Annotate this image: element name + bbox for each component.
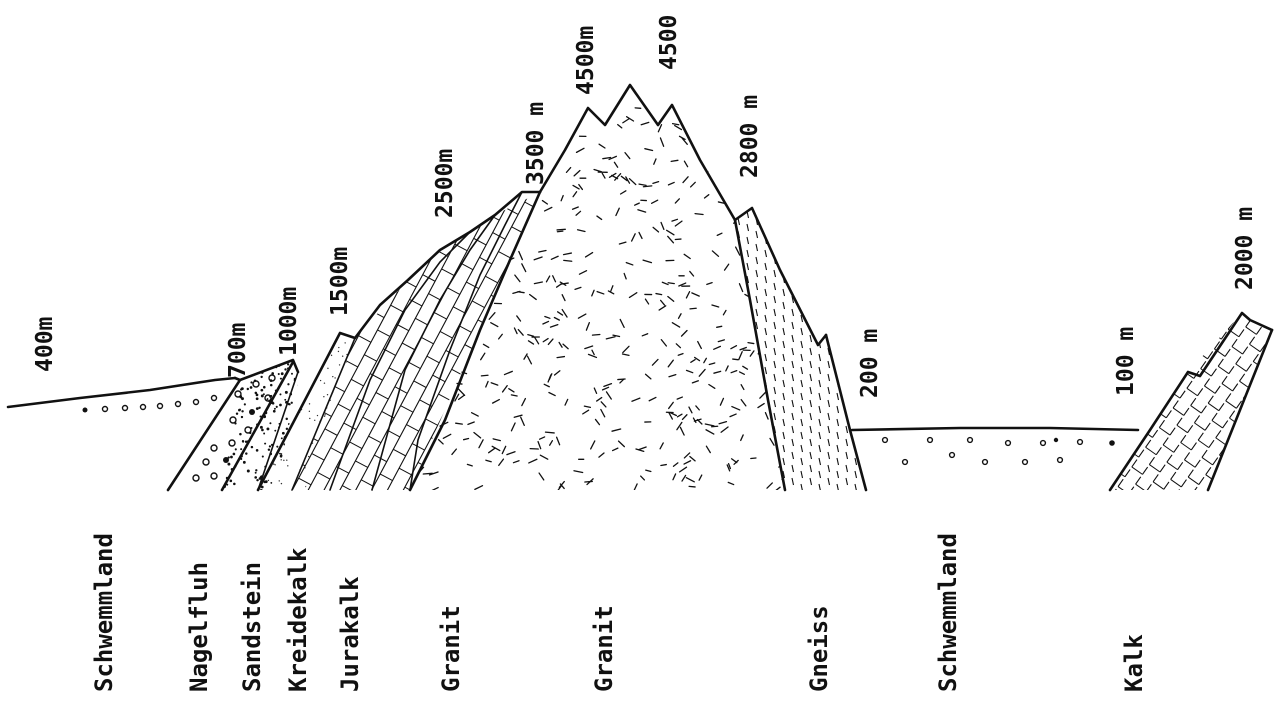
elevation-2500m: 2500m <box>432 149 458 218</box>
nagelfluh-pattern <box>192 374 276 482</box>
nagelfluh-top <box>233 358 300 382</box>
elevation-1500m: 1500m <box>327 247 353 316</box>
profile-outlines <box>6 83 1274 492</box>
gneiss-right-contact <box>824 333 868 492</box>
label-granit-center: Granit <box>590 605 618 692</box>
schwemmland-right-surface <box>850 426 1140 432</box>
elevation-2000m: 2000 m <box>1232 207 1258 290</box>
schwemmland-left-dots <box>82 394 218 413</box>
jurakalk-top <box>353 190 542 340</box>
elevation-100m: 100 m <box>1113 327 1139 396</box>
elevation-700m: 700m <box>225 323 251 378</box>
gneiss-left-contact <box>733 218 787 492</box>
schwemmland-right-dots <box>881 436 1115 466</box>
rock-type-labels: Schwemmland Nagelfluh Sandstein Kreideka… <box>90 533 1148 692</box>
nagelfluh-left-boundary <box>166 378 242 492</box>
elevation-2800m: 2800 m <box>737 95 763 178</box>
schwemmland-left-surface <box>6 376 237 409</box>
label-nagelfluh: Nagelfluh <box>185 562 213 692</box>
label-schwemmland-right: Schwemmland <box>934 533 962 692</box>
gneiss-pattern <box>737 208 866 490</box>
label-kalk: Kalk <box>1120 634 1148 692</box>
elevation-3500m: 3500 m <box>523 102 549 185</box>
label-schwemmland-left: Schwemmland <box>90 533 118 692</box>
elevation-200m: 200 m <box>857 329 883 398</box>
kreidekalk-boundary <box>256 331 357 492</box>
label-granit-left: Granit <box>437 605 465 692</box>
label-jurakalk: Jurakalk <box>336 576 364 692</box>
granit-left-contact <box>408 190 542 492</box>
elevation-400m: 400m <box>32 317 58 372</box>
elevation-4500m-left: 4500m <box>573 26 599 95</box>
label-sandstein: Sandstein <box>238 562 266 692</box>
elevation-1000m: 1000m <box>276 287 302 356</box>
granit-peak-outline <box>538 83 737 222</box>
label-gneiss: Gneiss <box>805 605 833 692</box>
elevation-labels: 400m 700m 1000m 1500m 2500m 3500 m 4500m… <box>32 15 1258 398</box>
gneiss-top <box>733 206 828 347</box>
nagelfluh-sandstein-boundary <box>220 360 295 492</box>
elevation-4500-right: 4500 <box>656 15 682 70</box>
kalk-outline <box>1108 311 1274 492</box>
label-kreidekalk: Kreidekalk <box>284 547 312 692</box>
